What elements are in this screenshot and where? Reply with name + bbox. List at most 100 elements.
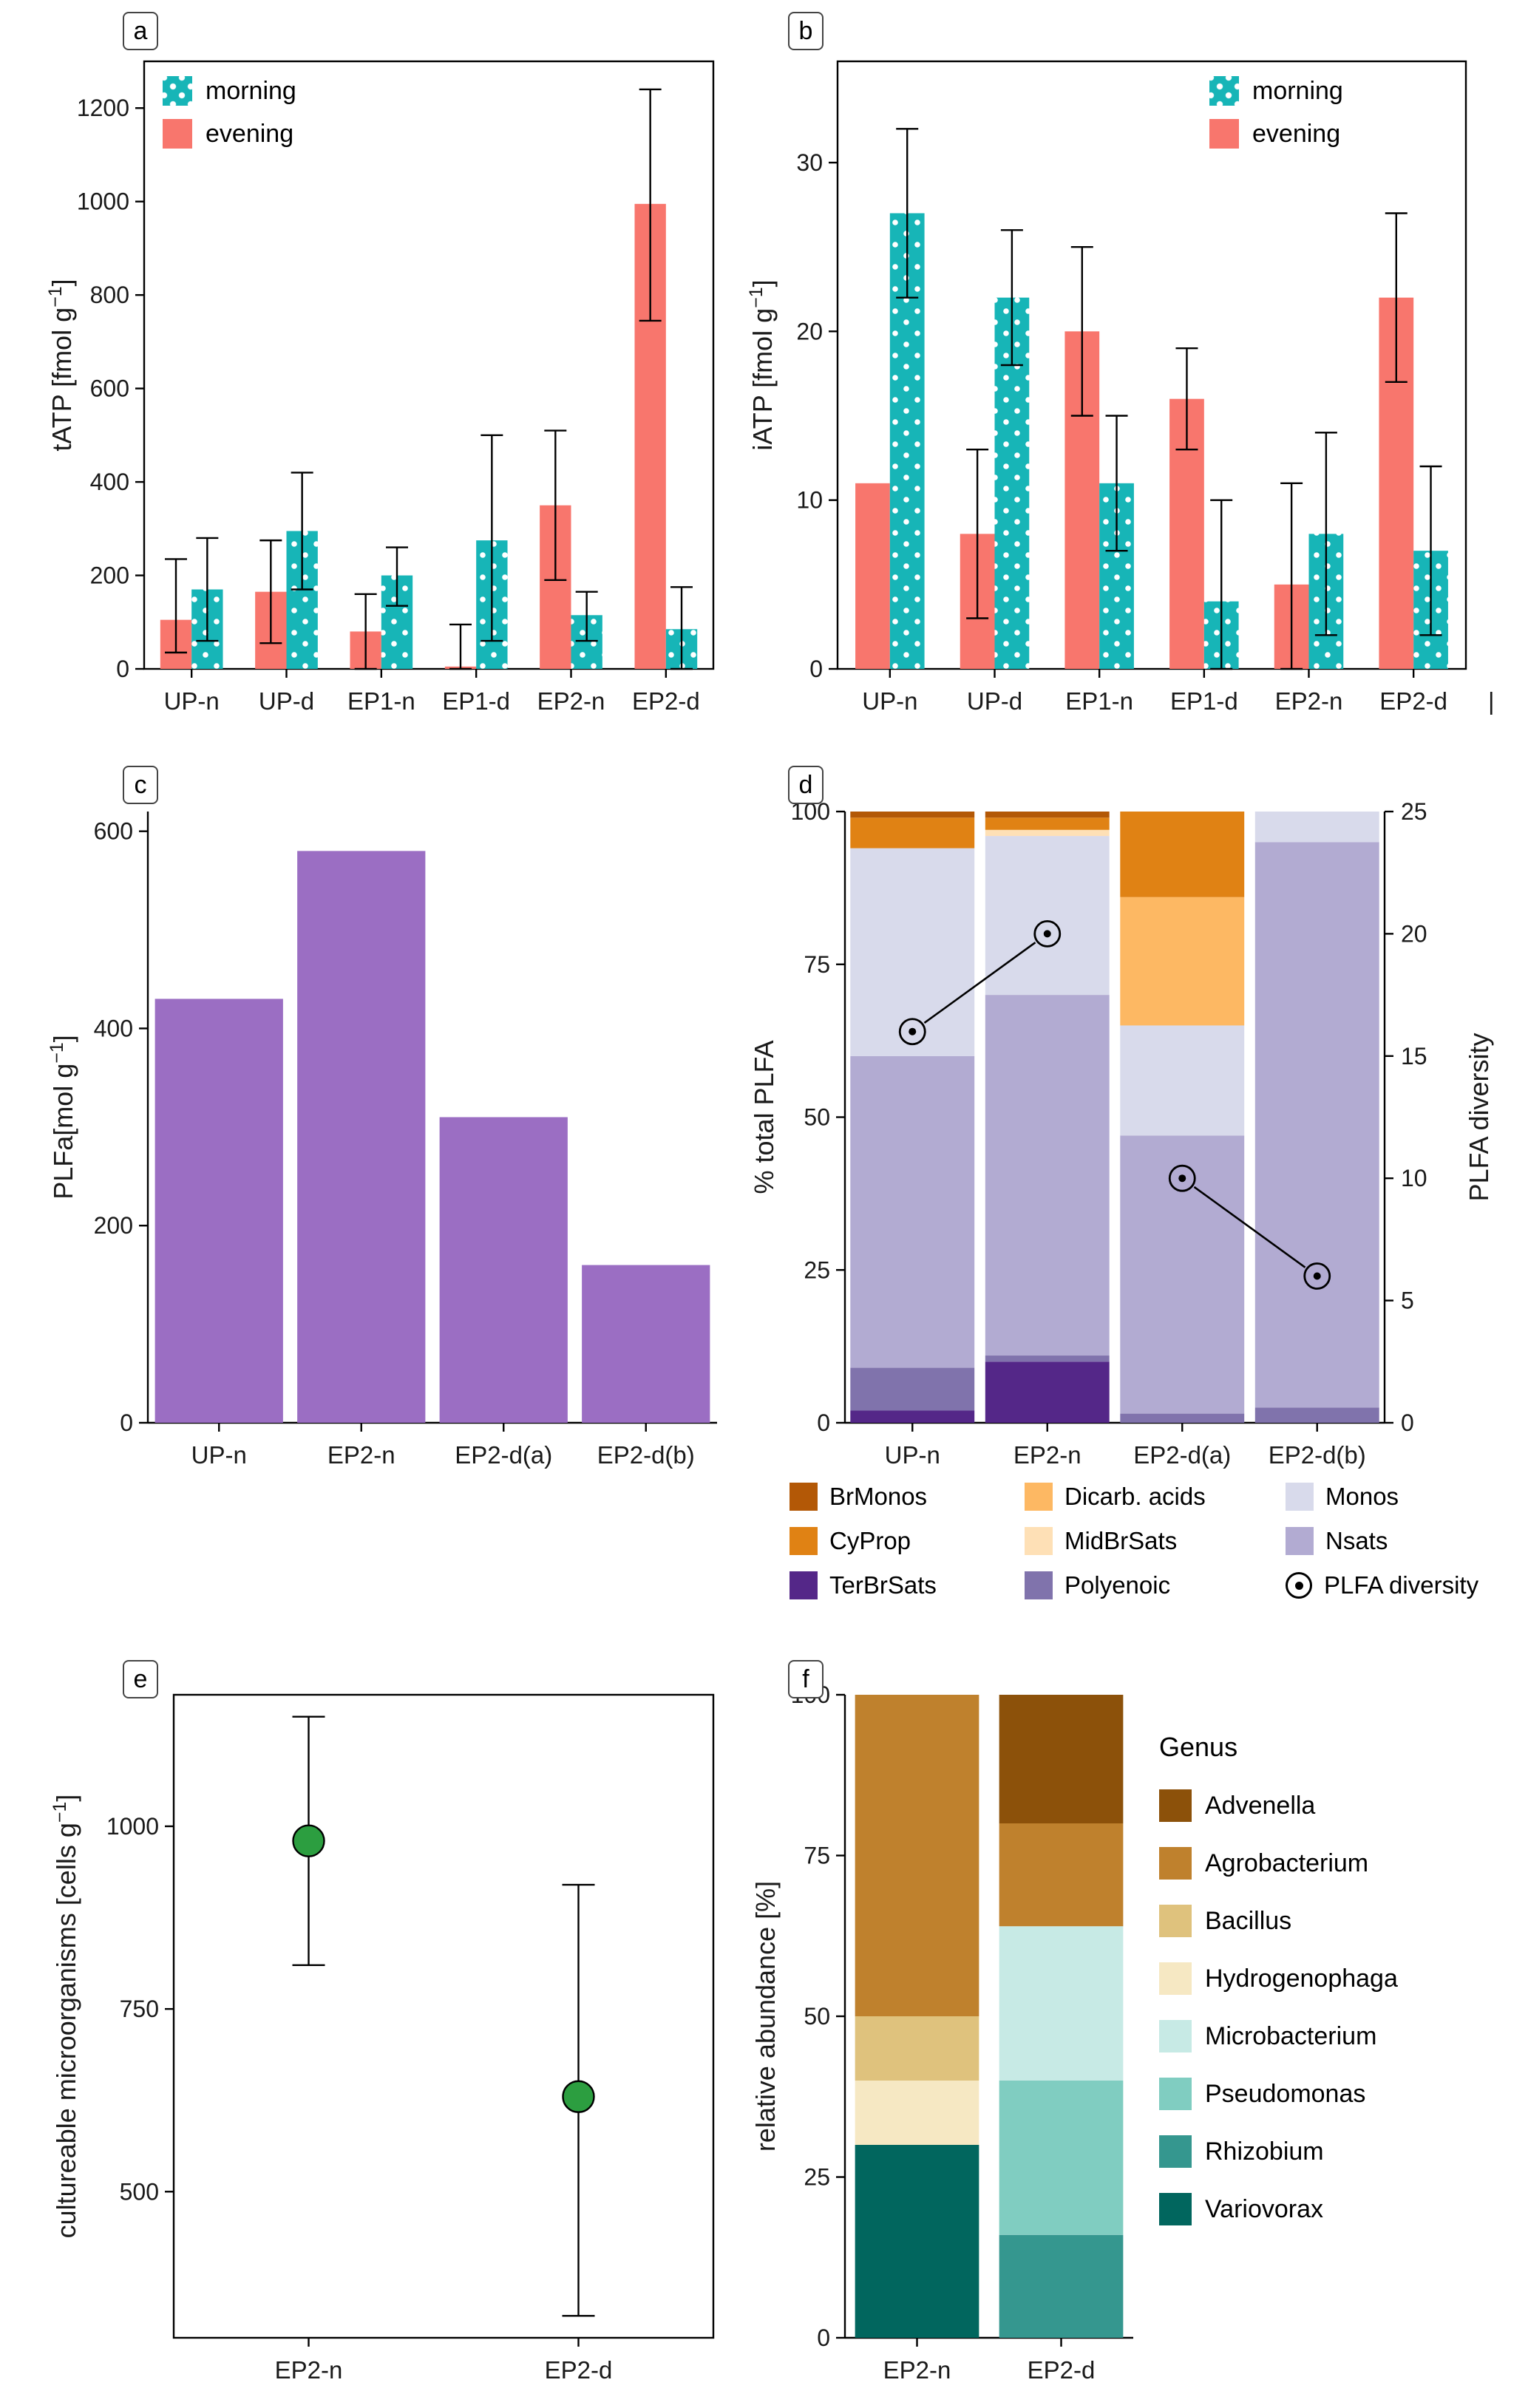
svg-text:1200: 1200 [77, 95, 129, 121]
svg-text:UP-d: UP-d [259, 687, 314, 715]
svg-text:500: 500 [120, 2178, 159, 2205]
panel-d-plfa-composition: d 0 25 50 75 100 0 5 10 15 20 25% total PLFA PLFA d… [745, 760, 1528, 1636]
svg-text:EP2-n: EP2-n [1275, 687, 1343, 715]
svg-text:% total PLFA: % total PLFA [749, 1040, 779, 1194]
svg-text:15: 15 [1401, 1043, 1427, 1069]
morning-label: morning [206, 76, 296, 105]
hydrogenophaga-label: Hydrogenophaga [1205, 1964, 1398, 1993]
variovorax-swatch [1159, 2193, 1192, 2225]
svg-text:800: 800 [90, 282, 129, 308]
panel-b-iatp: b 0 10 20 30 iATP [fmol g−1] UP-n UP-d EP1-n EP1… [745, 6, 1528, 749]
dicarb-acids-swatch [1025, 1483, 1053, 1511]
svg-text:20: 20 [796, 318, 823, 344]
svg-text:1000: 1000 [106, 1813, 159, 1840]
nsats-label: Nsats [1325, 1527, 1388, 1554]
legend-item-midbrsats: MidBrSats [1025, 1527, 1272, 1555]
svg-text:|: | [1488, 687, 1495, 715]
bacillus-swatch [1159, 1905, 1192, 1937]
svg-text:400: 400 [90, 469, 129, 495]
circle-dot-icon [1286, 1572, 1312, 1599]
legend-item-bacillus: Bacillus [1159, 1905, 1398, 1937]
svg-text:600: 600 [90, 375, 129, 402]
svg-text:UP-n: UP-n [862, 687, 917, 715]
panel-f-legend: Genus Advenella Agrobacterium Bacillus H… [1159, 1732, 1398, 2225]
agrobacterium-label: Agrobacterium [1205, 1848, 1369, 1877]
svg-text:750: 750 [120, 1996, 159, 2022]
svg-text:0: 0 [116, 656, 129, 682]
morning-label: morning [1252, 76, 1343, 105]
svg-text:UP-n: UP-n [191, 1441, 247, 1469]
svg-text:400: 400 [94, 1015, 133, 1041]
legend-item-polyenoic: Polyenoic [1025, 1571, 1272, 1599]
panel-c-plfa: c 0 200 400 600 PLFa[mol g−1] UP-n EP2-n EP2-d(… [44, 760, 747, 1503]
svg-text:1000: 1000 [77, 188, 129, 215]
svg-text:iATP [fmol g−1]: iATP [fmol g−1] [746, 279, 778, 450]
svg-text:75: 75 [804, 1843, 830, 1869]
svg-text:25: 25 [804, 1256, 830, 1283]
panel-b-chart: 0 10 20 30 iATP [fmol g−1] UP-n UP-d EP1-n EP1-d… [746, 60, 1495, 715]
svg-text:50: 50 [804, 2003, 830, 2030]
midbrsats-label: MidBrSats [1064, 1527, 1178, 1554]
legend-item-rhizobium: Rhizobium [1159, 2135, 1398, 2168]
panel-a-chart: 0 200 400 600 800 1000 1200 tATP [fmol g−1] UP-n… [45, 60, 715, 715]
svg-text:EP2-d: EP2-d [545, 2356, 613, 2384]
svg-text:EP2-n: EP2-n [327, 1441, 395, 1469]
svg-text:relative abundance [%]: relative abundance [%] [750, 1881, 781, 2152]
legend-item-nsats: Nsats [1286, 1527, 1528, 1555]
polyenoic-label: Polyenoic [1064, 1571, 1171, 1599]
svg-text:0: 0 [809, 656, 823, 682]
polyenoic-swatch [1025, 1571, 1053, 1599]
brmonos-label: BrMonos [829, 1483, 928, 1510]
panel-b-legend: morning evening [1209, 76, 1343, 149]
legend-item-microbacterium: Microbacterium [1159, 2020, 1398, 2052]
evening-swatch [1209, 119, 1239, 149]
panel-a-tatp: a 0 200 400 600 800 1000 1200 tATP [fmol g−1] UP… [44, 6, 747, 749]
svg-text:EP2-d: EP2-d [1028, 2356, 1096, 2384]
rhizobium-label: Rhizobium [1205, 2137, 1324, 2166]
svg-text:10: 10 [1401, 1165, 1427, 1191]
pseudomonas-swatch [1159, 2078, 1192, 2110]
svg-text:EP2-d: EP2-d [1379, 687, 1447, 715]
svg-text:EP2-d(a): EP2-d(a) [455, 1441, 552, 1469]
bacillus-label: Bacillus [1205, 1906, 1292, 1935]
svg-text:EP1-n: EP1-n [1065, 687, 1133, 715]
svg-text:UP-n: UP-n [885, 1441, 940, 1469]
svg-text:75: 75 [804, 951, 830, 978]
panel-a-legend: morning evening [163, 76, 296, 149]
svg-text:PLFA diversity: PLFA diversity [1464, 1033, 1494, 1201]
advenella-swatch [1159, 1789, 1192, 1822]
svg-text:EP2-n: EP2-n [883, 2356, 951, 2384]
panel-c-chart: 0 200 400 600 PLFa[mol g−1] UP-n EP2-n EP2-d(a)… [47, 812, 717, 1469]
svg-text:EP2-n: EP2-n [537, 687, 605, 715]
svg-text:EP2-d(b): EP2-d(b) [1269, 1441, 1366, 1469]
panel-f-relative-abundance: f 0255075100relative abundance [%]EP2-nE… [745, 1654, 1528, 2404]
legend-item-morning: morning [163, 76, 296, 106]
svg-text:EP1-d: EP1-d [442, 687, 510, 715]
plfa-diversity-label: PLFA diversity [1324, 1571, 1479, 1599]
svg-text:5: 5 [1401, 1288, 1414, 1314]
panel-e-chart: 500 750 1000 cultureable microorganisms [ce… [50, 1693, 715, 2384]
svg-text:0: 0 [120, 1409, 133, 1436]
morning-swatch [1209, 76, 1239, 106]
legend-item-brmonos: BrMonos [790, 1483, 1011, 1511]
microbacterium-label: Microbacterium [1205, 2021, 1377, 2050]
advenella-label: Advenella [1205, 1791, 1316, 1820]
legend-item-terbrsats: TerBrSats [790, 1571, 1011, 1599]
panel-f-tag: f [788, 1660, 824, 1698]
svg-text:0: 0 [1401, 1409, 1414, 1436]
panel-c-tag: c [123, 766, 158, 804]
legend-item-cyprop: CyProp [790, 1527, 1011, 1555]
panel-a-tag: a [123, 12, 158, 50]
svg-text:cultureable microorganisms [ce: cultureable microorganisms [cells g−1] [50, 1795, 81, 2239]
cyprop-swatch [790, 1527, 818, 1555]
svg-text:EP2-d(b): EP2-d(b) [597, 1441, 695, 1469]
svg-text:EP1-n: EP1-n [347, 687, 415, 715]
legend-item-evening: evening [163, 119, 296, 149]
legend-item-advenella: Advenella [1159, 1789, 1398, 1822]
evening-label: evening [206, 119, 294, 148]
microbacterium-swatch [1159, 2020, 1192, 2052]
terbrsats-label: TerBrSats [829, 1571, 937, 1599]
evening-label: evening [1252, 119, 1341, 148]
